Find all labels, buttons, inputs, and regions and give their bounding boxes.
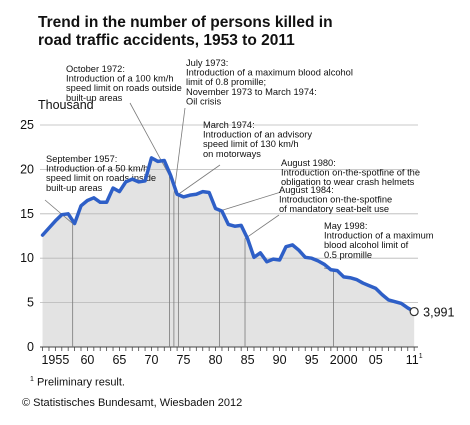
annotation-line: Introduction of a 50 km/h [46,164,148,174]
annotation-leader [173,107,186,195]
annotation-line: 0.5 promille [324,250,372,260]
annotation-line: Introduction of a maximum blood alcohol [186,68,353,78]
x-tick-label: 70 [145,353,159,367]
x-tick-label: 80 [209,353,223,367]
annotation-line: November 1973 to March 1974: [186,87,317,97]
annotation-line: Introduction on-the-spotfine of the [281,168,420,178]
area-fill [42,157,415,347]
annotation-leader [129,102,170,176]
annotation-leader [44,199,73,224]
x-tick-label: 90 [273,353,287,367]
annotation-line: built-up areas [46,183,103,193]
annotation-label: August 1984: Introduction on-the-spotfine… [279,185,392,214]
annotation-line: May 1998: [324,221,367,231]
footnote-marker: 1 [30,376,34,383]
x-tick-label: 111 [406,353,423,367]
annotation-leader [178,164,221,195]
annotation-leader [244,214,280,239]
annotation-line: September 1957: [46,154,117,164]
x-tick-label: 60 [80,353,94,367]
annotation-label: July 1973: Introduction of a maximum bloo… [186,58,353,106]
annotation-line: speed limit on roads outside [66,83,182,93]
chart-title-line-1: Trend in the number of persons killed in [38,14,333,31]
annotation-line: August 1980: [281,158,336,168]
y-axis-unit-label: Thousand [38,98,94,112]
annotation-line: October 1972: [66,64,125,74]
annotation-line: built-up areas [66,93,123,103]
chart-title: Trend in the number of persons killed in… [38,14,333,50]
x-tick-label: 95 [305,353,319,367]
footnote: 1 Preliminary result. [30,376,125,389]
x-tick-label: 05 [369,353,383,367]
annotation-line: blood alcohol limit of [324,240,409,250]
x-tick-footnote-marker: 1 [419,353,423,360]
annotation-line: Introduction of a maximum [324,231,434,241]
y-tick-label: 5 [27,296,34,310]
y-tick-label: 15 [20,207,34,221]
x-tick-label: 85 [241,353,255,367]
annotation-label: March 1974: Introduction of an advisory sp… [203,120,312,159]
data-series-line [40,156,416,314]
y-tick-label: 0 [27,340,34,354]
annotation-line: on motorways [203,149,261,159]
annotation-line: limit of 0.8 promille; [186,77,266,87]
x-tick-label: 75 [177,353,191,367]
source-credit: © Statistisches Bundesamt, Wiesbaden 201… [22,397,243,409]
footnote-text: Preliminary result. [36,376,125,389]
annotation-line: obligation to wear crash helmets [281,177,415,187]
annotation-line: Introduction of a 100 km/h [66,74,174,84]
annotation-line: Introduction of an advisory [203,130,312,140]
y-tick-label: 25 [20,118,34,132]
last-value-label: 3,991 [423,306,454,320]
annotation-line: July 1973: [186,58,228,68]
annotation-line: August 1984: [279,185,334,195]
annotation-label: October 1972: Introduction of a 100 km/h s… [66,64,182,103]
last-point-marker [409,306,419,317]
annotation-label: May 1998: Introduction of a maximum blood … [324,221,434,260]
y-tick-label: 10 [20,251,34,265]
x-tick-label: 2000 [330,353,358,367]
annotation-line: Introduction on-the-spotfine [279,195,392,205]
annotation-label: September 1957: Introduction of a 50 km/h… [46,154,156,193]
annotation-line: March 1974: [203,120,255,130]
annotation-leader [219,191,282,212]
x-tick-label: 1955 [41,353,69,367]
chart-title-line-2: road traffic accidents, 1953 to 2011 [38,32,295,49]
annotation-line: of mandatory seat-belt use [279,204,389,214]
annotation-label: August 1980: Introduction on-the-spotfine… [281,158,420,187]
y-tick-label: 20 [20,162,34,176]
annotation-line: speed limit on roads inside [46,173,156,183]
x-tick-label: 65 [112,353,126,367]
annotation-line: Oil crisis [186,96,221,106]
annotation-line: speed limit of 130 km/h [203,139,299,149]
